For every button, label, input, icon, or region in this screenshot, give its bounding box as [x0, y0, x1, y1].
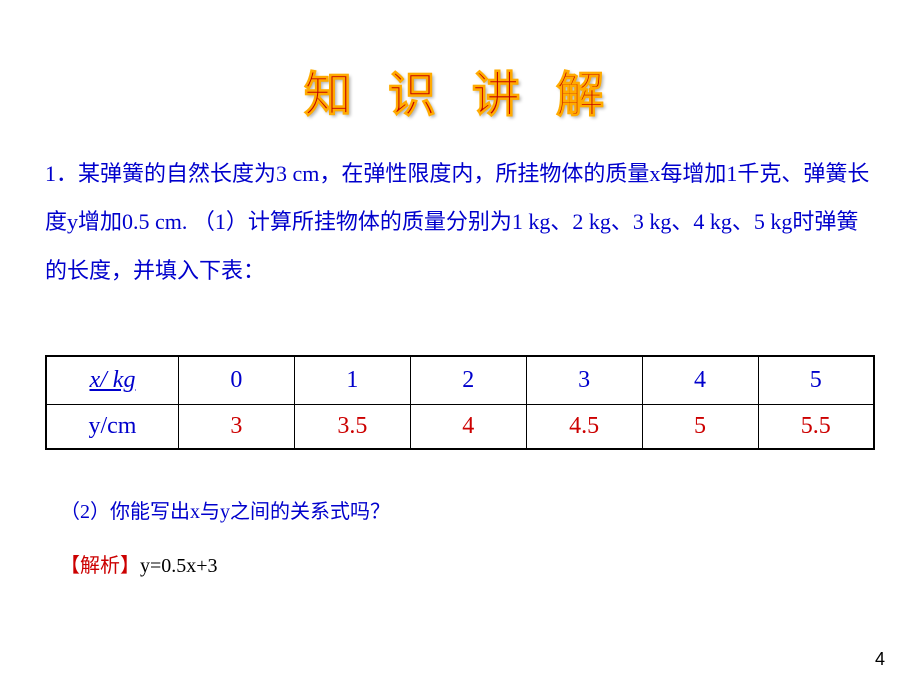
problem-statement: 1．某弹簧的自然长度为3 cm，在弹性限度内，所挂物体的质量x每增加1千克、弹簧… [0, 150, 920, 295]
data-cell: 4 [410, 404, 526, 449]
data-cell: 5.5 [758, 404, 874, 449]
header-cell: 1 [294, 356, 410, 404]
x-label-text: x/ kg [89, 367, 135, 393]
solution-label: 【解析】 [60, 555, 140, 577]
header-cell: 3 [526, 356, 642, 404]
table-row-data: y/cm 3 3.5 4 4.5 5 5.5 [46, 404, 874, 449]
solution-body: y=0.5x+3 [140, 555, 218, 577]
solution-line: 【解析】y=0.5x+3 [0, 524, 920, 578]
page-title-container: 知 识 讲 解 [0, 0, 920, 150]
data-cell: 3 [178, 404, 294, 449]
page-number: 4 [875, 649, 885, 670]
row-label-x: x/ kg [46, 356, 178, 404]
question-2: （2）你能写出x与y之间的关系式吗？ [0, 470, 920, 524]
data-table-container: x/ kg 0 1 2 3 4 5 y/cm 3 3.5 4 4.5 5 5.5 [0, 295, 920, 470]
header-cell: 2 [410, 356, 526, 404]
data-cell: 3.5 [294, 404, 410, 449]
spring-data-table: x/ kg 0 1 2 3 4 5 y/cm 3 3.5 4 4.5 5 5.5 [45, 355, 875, 450]
header-cell: 0 [178, 356, 294, 404]
page-title: 知 识 讲 解 [304, 69, 616, 122]
header-cell: 5 [758, 356, 874, 404]
header-cell: 4 [642, 356, 758, 404]
row-label-y: y/cm [46, 404, 178, 449]
table-row-header: x/ kg 0 1 2 3 4 5 [46, 356, 874, 404]
data-cell: 4.5 [526, 404, 642, 449]
data-cell: 5 [642, 404, 758, 449]
